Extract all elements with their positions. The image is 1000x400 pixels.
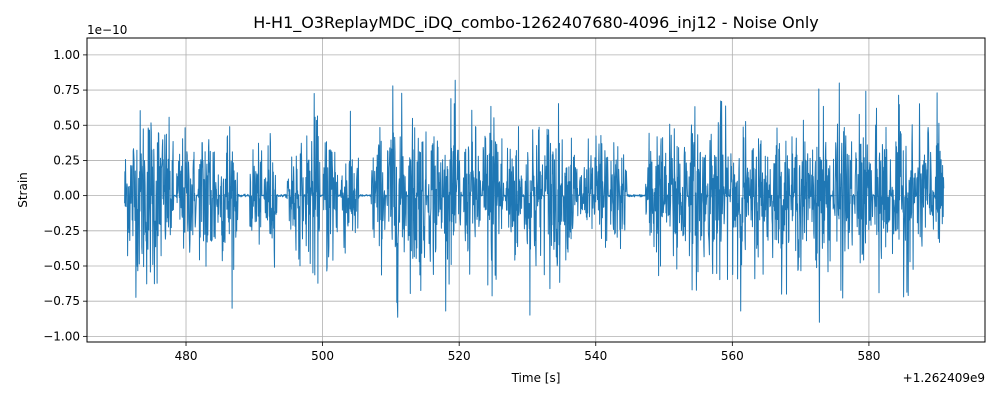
chart-title: H-H1_O3ReplayMDC_iDQ_combo-1262407680-40… xyxy=(253,13,819,33)
x-tick-label: 520 xyxy=(448,349,471,363)
x-tick-label: 480 xyxy=(175,349,198,363)
x-ticks: 480 500 520 540 560 580 xyxy=(175,342,880,363)
y-exponent-label: 1e−10 xyxy=(87,23,127,37)
strain-series-line xyxy=(124,79,945,323)
y-axis-label: Strain xyxy=(16,172,30,208)
y-tick-label: 0.25 xyxy=(53,153,80,167)
y-tick-label: −0.75 xyxy=(43,294,80,308)
y-tick-label: 1.00 xyxy=(53,48,80,62)
x-tick-label: 580 xyxy=(857,349,880,363)
x-offset-label: +1.262409e9 xyxy=(903,371,985,385)
x-tick-label: 560 xyxy=(721,349,744,363)
y-tick-label: 0.75 xyxy=(53,83,80,97)
y-tick-label: −0.50 xyxy=(43,259,80,273)
series-lines xyxy=(124,79,945,323)
axes xyxy=(86,37,986,343)
x-tick-label: 540 xyxy=(584,349,607,363)
y-tick-label: −0.25 xyxy=(43,224,80,238)
x-tick-label: 500 xyxy=(311,349,334,363)
x-axis-label: Time [s] xyxy=(511,371,561,385)
plot-frame xyxy=(86,37,986,343)
y-ticks: −1.00 −0.75 −0.50 −0.25 0.00 0.25 0.50 0.75 1.00 xyxy=(43,48,87,343)
y-tick-label: 0.50 xyxy=(53,118,80,132)
y-tick-label: 0.00 xyxy=(53,189,80,203)
y-tick-label: −1.00 xyxy=(43,329,80,343)
